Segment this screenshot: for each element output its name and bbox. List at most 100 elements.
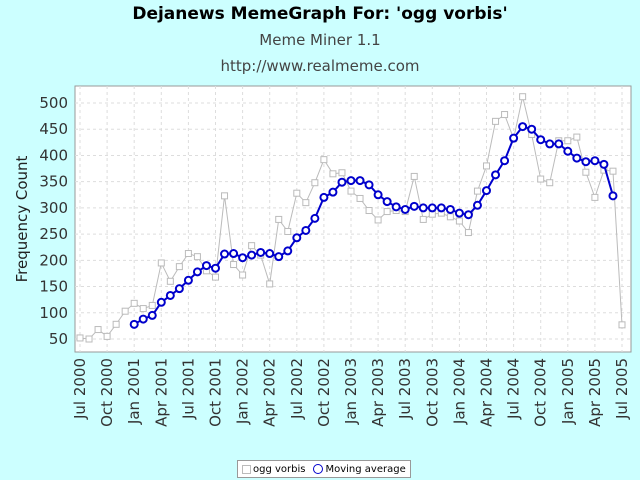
data-point xyxy=(436,203,446,213)
data-point xyxy=(536,135,546,145)
data-point xyxy=(491,170,501,180)
data-point xyxy=(554,139,564,149)
data-point xyxy=(563,146,573,156)
data-point xyxy=(76,334,84,342)
data-point xyxy=(310,213,320,223)
x-tick-label: Apr 2001 xyxy=(152,358,170,427)
data-point xyxy=(591,193,599,201)
data-point xyxy=(355,176,365,186)
data-point xyxy=(590,156,600,166)
data-point xyxy=(201,261,211,271)
x-tick-label: Oct 2001 xyxy=(207,358,225,427)
data-point xyxy=(347,187,355,195)
y-tick-label: 200 xyxy=(39,251,68,269)
data-point xyxy=(519,93,527,101)
y-tick-label: 250 xyxy=(39,225,68,243)
legend-item-moving-average: Moving average xyxy=(313,463,406,475)
data-point xyxy=(184,250,192,258)
data-point xyxy=(391,202,401,212)
data-point xyxy=(238,253,248,263)
data-point xyxy=(302,199,310,207)
data-point xyxy=(311,179,319,187)
data-point xyxy=(537,175,545,183)
data-point xyxy=(400,204,410,214)
chart-title: Dejanews MemeGraph For: 'ogg vorbis' xyxy=(132,4,508,24)
data-point xyxy=(320,156,328,164)
x-tick-label: Jul 2000 xyxy=(71,358,89,420)
data-point xyxy=(573,133,581,141)
data-point xyxy=(454,208,464,218)
y-tick-label: 350 xyxy=(39,173,68,191)
y-tick-label: 50 xyxy=(49,330,68,348)
data-point xyxy=(346,176,356,186)
data-point xyxy=(365,207,373,215)
data-point xyxy=(121,307,129,315)
data-point xyxy=(129,319,139,329)
data-point xyxy=(410,172,418,180)
data-point xyxy=(409,201,419,211)
data-point xyxy=(94,326,102,334)
x-tick-label: Apr 2002 xyxy=(261,358,279,427)
y-tick-label: 300 xyxy=(39,199,68,217)
data-point xyxy=(165,290,175,300)
x-tick-label: Oct 2002 xyxy=(315,358,333,427)
data-point xyxy=(382,197,392,207)
data-point xyxy=(581,157,591,167)
data-point xyxy=(464,229,472,237)
data-point xyxy=(463,210,473,220)
x-axis-ticks: Jul 2000 Oct 2000 Jan 2001 Apr 2001 Jul 2001… xyxy=(71,358,631,427)
data-point xyxy=(166,277,174,285)
data-point xyxy=(419,215,427,223)
data-point xyxy=(138,314,148,324)
y-axis-label: Frequency Count xyxy=(13,155,31,282)
data-point xyxy=(455,217,463,225)
data-point xyxy=(500,156,510,166)
legend-label: Moving average xyxy=(325,463,406,475)
data-point xyxy=(148,301,156,309)
data-point xyxy=(283,246,293,256)
legend-item-ogg-vorbis: ogg vorbis xyxy=(242,464,305,475)
data-point xyxy=(383,208,391,216)
data-point xyxy=(183,275,193,285)
chart-url: http://www.realmeme.com xyxy=(220,57,420,75)
chart-subtitle: Meme Miner 1.1 xyxy=(259,31,381,49)
data-point xyxy=(301,225,311,235)
x-tick-label: Jan 2004 xyxy=(450,358,468,425)
x-tick-label: Jan 2003 xyxy=(342,358,360,425)
data-point xyxy=(212,273,219,281)
data-point xyxy=(482,186,491,196)
data-point xyxy=(193,253,201,261)
series-moving-average xyxy=(129,122,618,329)
data-point xyxy=(356,194,364,202)
data-point xyxy=(319,192,329,202)
x-tick-label: Oct 2003 xyxy=(423,358,441,427)
chart-canvas: 50 100 150 200 250 300 350 400 450 500 Jul 2000 Oc… xyxy=(13,85,632,427)
data-point xyxy=(445,204,455,214)
x-tick-label: Oct 2004 xyxy=(532,358,550,427)
data-point xyxy=(373,190,383,200)
data-point xyxy=(192,267,202,277)
data-point xyxy=(112,320,120,328)
data-point xyxy=(221,192,229,200)
legend-swatch-square-icon xyxy=(242,464,251,474)
y-tick-label: 400 xyxy=(39,146,68,164)
data-point xyxy=(374,216,382,224)
data-point xyxy=(582,168,590,176)
data-point xyxy=(473,187,481,195)
x-tick-label: Oct 2000 xyxy=(98,358,116,427)
data-point xyxy=(472,200,482,210)
data-point xyxy=(292,233,302,243)
data-point xyxy=(599,159,609,169)
data-point xyxy=(364,180,374,190)
x-tick-label: Jan 2005 xyxy=(559,358,577,425)
data-point xyxy=(518,122,528,132)
x-tick-label: Jan 2002 xyxy=(234,358,252,425)
y-tick-label: 100 xyxy=(39,304,68,322)
data-point xyxy=(572,153,582,163)
x-tick-label: Jul 2002 xyxy=(288,358,306,420)
data-point xyxy=(220,249,230,259)
data-point xyxy=(501,111,509,119)
data-point xyxy=(130,299,138,307)
data-point xyxy=(256,247,266,257)
plot-area xyxy=(74,85,632,353)
